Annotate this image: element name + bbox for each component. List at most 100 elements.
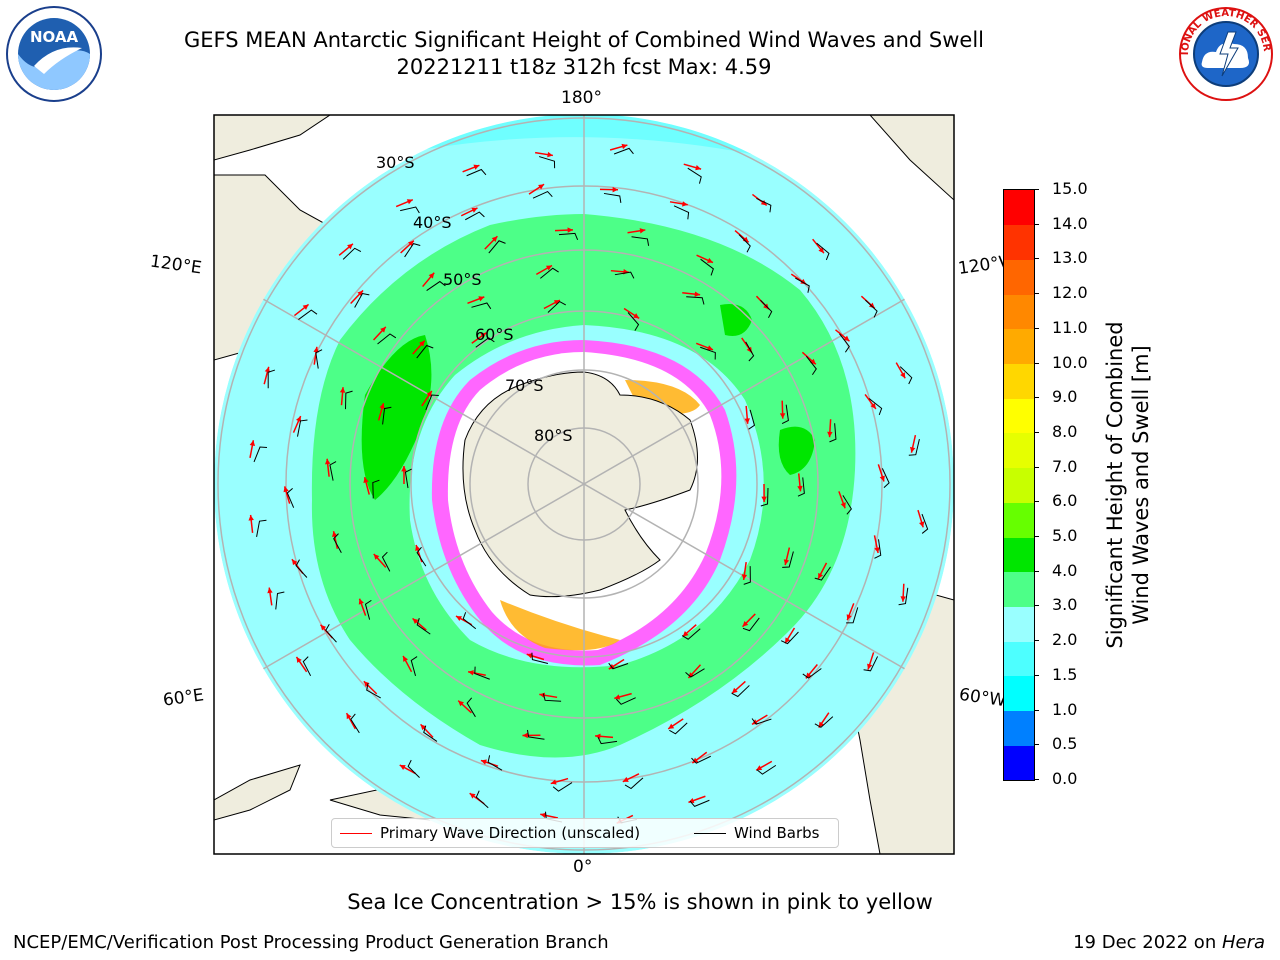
colorbar-tick-label: 0.5	[1052, 734, 1078, 754]
wind-barb	[350, 713, 360, 734]
wave-arrow-head	[785, 637, 791, 644]
colorbar-segment	[1004, 537, 1034, 573]
wave-arrow-head	[401, 466, 407, 472]
wind-barb	[366, 683, 381, 699]
wave-arrow-head	[480, 759, 487, 765]
wave-arrow-head	[742, 236, 749, 243]
wind-barb	[552, 782, 573, 792]
wave-arrow-head	[695, 165, 702, 171]
lat-label-70s: 70°S	[505, 376, 544, 395]
wind-barb	[614, 271, 635, 279]
wind-barb	[898, 587, 909, 606]
wind-barb	[839, 333, 850, 353]
wind-barb	[286, 487, 295, 508]
wind-barb	[297, 419, 308, 437]
wave-arrow-head	[595, 733, 601, 740]
colorbar-tick-label: 2.0	[1052, 630, 1078, 650]
wind-barb	[756, 764, 777, 775]
wind-barb	[295, 559, 308, 578]
colorbar-tick-mark	[1034, 709, 1039, 711]
colorbar-tick-mark	[1034, 223, 1039, 225]
colorbar-tick-mark	[1034, 189, 1039, 190]
colorbar-segment	[1004, 675, 1034, 712]
colorbar-segment	[1004, 571, 1034, 607]
wind-barb	[613, 147, 634, 155]
colorbar-label: Significant Height of Combined Wind Wave…	[1102, 185, 1154, 785]
wind-barb	[404, 243, 421, 258]
wind-barb	[253, 446, 268, 463]
wave-arrow-head	[682, 201, 688, 207]
wave-arrow-head	[827, 431, 833, 438]
wind-barb	[608, 662, 629, 670]
wave-arrow-head	[761, 496, 767, 502]
colorbar-tick-label: 7.0	[1052, 456, 1078, 476]
wind-barb	[743, 566, 751, 585]
wave-arrow-head	[633, 313, 640, 319]
wind-barb	[797, 477, 805, 497]
wave-arrow-head	[779, 413, 786, 419]
wind-barb	[333, 533, 342, 554]
wind-barb	[344, 390, 353, 410]
colorbar-tick-label: 1.5	[1052, 664, 1078, 684]
wave-arrow-head	[526, 653, 533, 659]
wind-barb	[745, 341, 755, 362]
wind-barb	[538, 156, 556, 169]
wave-arrow-head	[818, 721, 824, 728]
legend-label-wave-direction: Primary Wave Direction (unscaled)	[380, 824, 641, 842]
legend-red-line-icon	[340, 833, 372, 834]
wind-barb	[781, 404, 789, 425]
wave-arrow-head	[553, 300, 560, 306]
wave-arrow-head	[491, 236, 498, 242]
wave-arrow-head	[302, 304, 309, 310]
colorbar-segment	[1004, 467, 1034, 503]
lat-label-30s: 30°S	[376, 153, 415, 172]
colorbar-tick-mark	[1034, 744, 1039, 746]
wave-arrow-head	[419, 340, 425, 347]
colorbar-label-line2: Wind Waves and Swell [m]	[1129, 345, 1153, 625]
wave-arrow-head	[540, 812, 547, 819]
lat-label-40s: 40°S	[413, 213, 452, 232]
wave-arrow-head	[426, 390, 432, 397]
wind-barb	[547, 300, 566, 313]
wave-arrow-head	[843, 335, 850, 342]
wind-barb	[542, 693, 562, 702]
colorbar-tick-label: 6.0	[1052, 491, 1078, 511]
colorbar-segment	[1004, 502, 1034, 538]
wave-arrow-head	[347, 243, 353, 250]
wave-arrow-head	[692, 757, 699, 764]
wind-barb	[329, 461, 337, 481]
wave-arrow-head	[408, 240, 414, 247]
wave-arrow-head	[339, 387, 346, 393]
wave-arrow-head	[694, 291, 701, 297]
wave-arrow-head	[846, 614, 852, 621]
colorbar-tick-mark	[1034, 501, 1039, 503]
wind-barb	[908, 439, 920, 456]
colorbar-tick-label: 5.0	[1052, 526, 1078, 546]
colorbar-segment	[1004, 606, 1034, 642]
wind-barb	[802, 668, 822, 679]
wind-barb	[748, 409, 756, 430]
colorbar-tick-mark	[1034, 570, 1039, 572]
wave-arrow-head	[874, 547, 880, 554]
wave-arrow-head	[291, 559, 298, 566]
wind-barb	[302, 656, 312, 677]
wind-barb	[372, 479, 380, 499]
wind-barb	[685, 668, 705, 678]
wind-barb	[475, 790, 489, 809]
wind-barb	[381, 551, 391, 572]
colorbar-tick-label: 4.0	[1052, 560, 1078, 580]
legend-black-line-icon	[694, 833, 726, 834]
wave-arrow-head	[480, 332, 487, 339]
colorbar-tick-label: 3.0	[1052, 595, 1078, 615]
wind-barb	[531, 652, 549, 664]
wave-arrow-head	[283, 486, 289, 493]
wind-barb	[315, 349, 323, 369]
wind-barb	[921, 513, 929, 534]
wind-barb	[404, 468, 412, 489]
colorbar-tick-label: 9.0	[1052, 387, 1078, 407]
colorbar	[1003, 189, 1035, 781]
colorbar-segment	[1004, 745, 1034, 781]
wave-arrow-head	[760, 199, 767, 206]
wind-barb	[275, 591, 285, 610]
lon-label-180: 180°	[561, 88, 602, 108]
